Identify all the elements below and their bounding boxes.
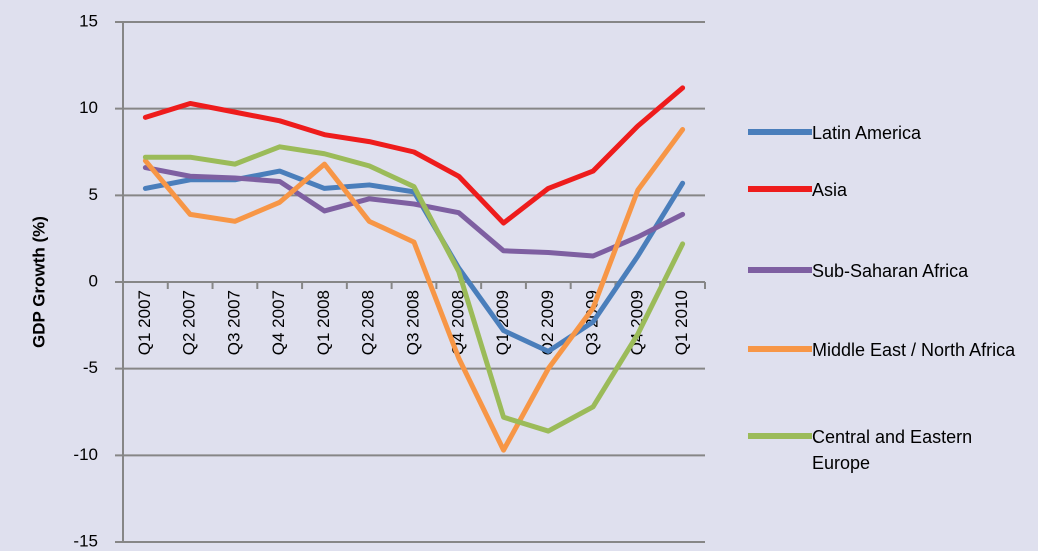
x-tick-label: Q1 2007 <box>135 290 154 355</box>
x-tick-label: Q2 2008 <box>359 290 378 355</box>
y-axis-title: GDP Growth (%) <box>29 216 48 348</box>
y-tick-label: -10 <box>73 445 98 464</box>
x-tick-label: Q2 2007 <box>180 290 199 355</box>
legend-label: Asia <box>812 180 848 200</box>
x-tick-label: Q3 2007 <box>224 290 243 355</box>
legend-swatch <box>748 186 812 192</box>
legend-swatch <box>748 129 812 135</box>
x-tick-label: Q4 2008 <box>448 290 467 355</box>
legend-entry: Middle East / North Africa <box>748 337 1034 363</box>
legend-label: Central and Eastern Europe <box>812 427 973 473</box>
legend-swatch <box>748 267 812 273</box>
y-tick-label: 5 <box>89 185 98 204</box>
x-tick-label: Q2 2009 <box>538 290 557 355</box>
x-tick-label: Q1 2010 <box>672 290 691 355</box>
series-line <box>142 165 686 259</box>
legend: Latin America Asia Sub-Saharan Africa Middl… <box>748 0 1038 551</box>
y-tick-label: -5 <box>83 358 98 377</box>
x-tick-label: Q3 2008 <box>403 290 422 355</box>
legend-entry: Latin America <box>748 120 1034 146</box>
legend-entry: Central and Eastern Europe <box>748 424 1034 476</box>
y-tick-label: 10 <box>79 98 98 117</box>
legend-label: Middle East / North Africa <box>812 340 1016 360</box>
x-tick-label: Q1 2009 <box>493 290 512 355</box>
y-tick-label: 15 <box>79 11 98 30</box>
legend-swatch <box>748 346 812 352</box>
legend-label: Sub-Saharan Africa <box>812 261 969 281</box>
x-tick-label: Q4 2007 <box>269 290 288 355</box>
series-line <box>142 126 686 453</box>
x-tick-label: Q1 2008 <box>314 290 333 355</box>
legend-entry: Sub-Saharan Africa <box>748 258 1034 284</box>
legend-entry: Asia <box>748 177 1034 203</box>
y-tick-label: -15 <box>73 531 98 550</box>
legend-label: Latin America <box>812 123 922 143</box>
series-line <box>142 85 686 226</box>
y-tick-label: 0 <box>89 271 98 290</box>
legend-swatch <box>748 433 812 439</box>
series-line <box>142 144 686 434</box>
